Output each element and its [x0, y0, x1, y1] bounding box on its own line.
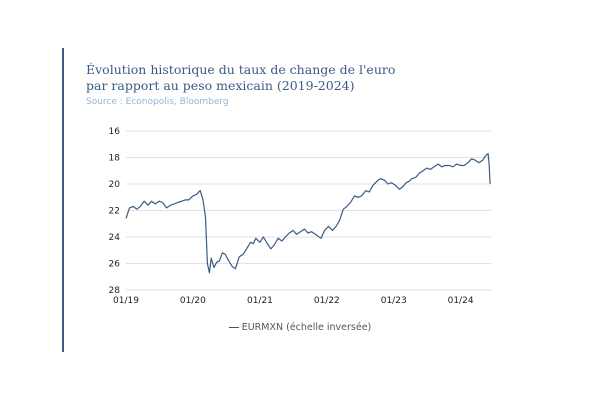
y-tick-label-5: 26: [109, 260, 121, 270]
chart-title: Évolution historique du taux de change d…: [86, 62, 395, 94]
x-tick-label-0: 01/19: [113, 296, 139, 306]
x-tick-label-5: 01/24: [448, 296, 474, 306]
legend-line-marker: [228, 326, 239, 329]
legend-label: EURMXN (échelle inversée): [241, 322, 372, 333]
x-tick-label-3: 01/22: [314, 296, 340, 306]
x-tick-label-2: 01/21: [247, 296, 273, 306]
y-tick-label-1: 18: [109, 154, 121, 164]
y-tick-label-6: 28: [109, 286, 121, 296]
chart-title-line-2: par rapport au peso mexicain (2019-2024): [86, 78, 355, 93]
x-tick-label-4: 01/23: [381, 296, 407, 306]
y-tick-label-0: 16: [109, 127, 121, 137]
y-tick-label-3: 22: [109, 207, 120, 217]
y-tick-label-2: 20: [109, 180, 121, 190]
y-tick-label-4: 24: [109, 233, 121, 243]
legend: EURMXN (échelle inversée): [0, 322, 600, 333]
chart-source: Source : Econopolis, Bloomberg: [86, 97, 229, 107]
grid: [126, 130, 491, 291]
x-axis: 01/19 01/20 01/21 01/22 01/23 01/24: [113, 296, 474, 306]
accent-bar: [62, 48, 64, 352]
series-line-0: [125, 152, 491, 274]
x-tick-label-1: 01/20: [180, 296, 206, 306]
chart-title-line-1: Évolution historique du taux de change d…: [86, 62, 396, 77]
series-layer: [125, 152, 491, 274]
y-axis: 16 18 20 22 24 26 28: [109, 127, 121, 296]
